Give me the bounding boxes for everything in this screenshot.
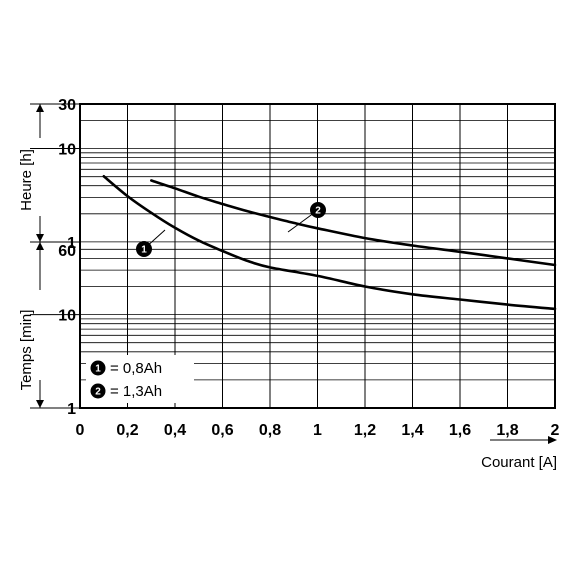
series-2-marker	[310, 202, 326, 218]
hours-arrow-up-head	[36, 104, 44, 112]
legend-marker-2	[90, 383, 106, 399]
x-tick-label: 1,2	[354, 422, 376, 439]
x-tick-label: 1,8	[496, 422, 518, 439]
legend-item-1: 1 = 0,8Ah	[90, 360, 162, 377]
legend-label-1: = 0,8Ah	[110, 360, 162, 377]
series-1-marker-number: 1	[141, 245, 147, 256]
y-tick-label-hours: 1	[67, 235, 76, 252]
y-tick-label-minutes: 60	[58, 243, 76, 260]
y-axis-title-hours: Heure [h]	[18, 149, 35, 211]
x-tick-label: 1	[313, 422, 322, 439]
legend-label-2: = 1,3Ah	[110, 383, 162, 400]
x-tick-label: 0	[76, 422, 85, 439]
x-axis-arrow-head	[548, 436, 557, 444]
series-lines	[102, 175, 557, 311]
x-tick-label: 2	[551, 422, 560, 439]
y-tick-label-minutes: 1	[67, 401, 76, 418]
x-tick-label: 1,4	[401, 422, 423, 439]
minutes-arrow-up-head	[36, 241, 44, 250]
legend: 1 = 0,8Ah 2 = 1,3Ah	[86, 355, 194, 403]
x-tick-label: 0,2	[116, 422, 138, 439]
legend-marker-1-number: 1	[95, 364, 101, 375]
x-axis-title: Courant [A]	[481, 454, 557, 471]
plot-frame	[79, 103, 556, 409]
legend-marker-2-number: 2	[95, 387, 101, 398]
series-1-marker	[136, 241, 152, 257]
y-axis-title-minutes: Temps [min]	[18, 310, 35, 391]
y-tick-label-minutes: 10	[58, 308, 76, 325]
y-tick-label-hours: 30	[58, 97, 76, 114]
minutes-arrow-down-head	[36, 400, 44, 408]
x-tick-label: 1,6	[449, 422, 471, 439]
axes	[30, 103, 557, 444]
series-line-1	[102, 175, 557, 311]
series-2-callout: 2	[287, 202, 326, 233]
series-1-callout: 1	[136, 229, 166, 257]
series-2-marker-number: 2	[315, 206, 321, 217]
x-tick-label: 0,6	[211, 422, 233, 439]
hours-arrow-down-head	[36, 233, 44, 242]
series-line-2	[150, 179, 557, 267]
x-tick-label: 0,8	[259, 422, 281, 439]
legend-marker-1	[90, 360, 106, 376]
legend-item-2: 2 = 1,3Ah	[90, 383, 162, 400]
x-tick-label: 0,4	[164, 422, 186, 439]
y-tick-label-hours: 10	[58, 142, 76, 159]
